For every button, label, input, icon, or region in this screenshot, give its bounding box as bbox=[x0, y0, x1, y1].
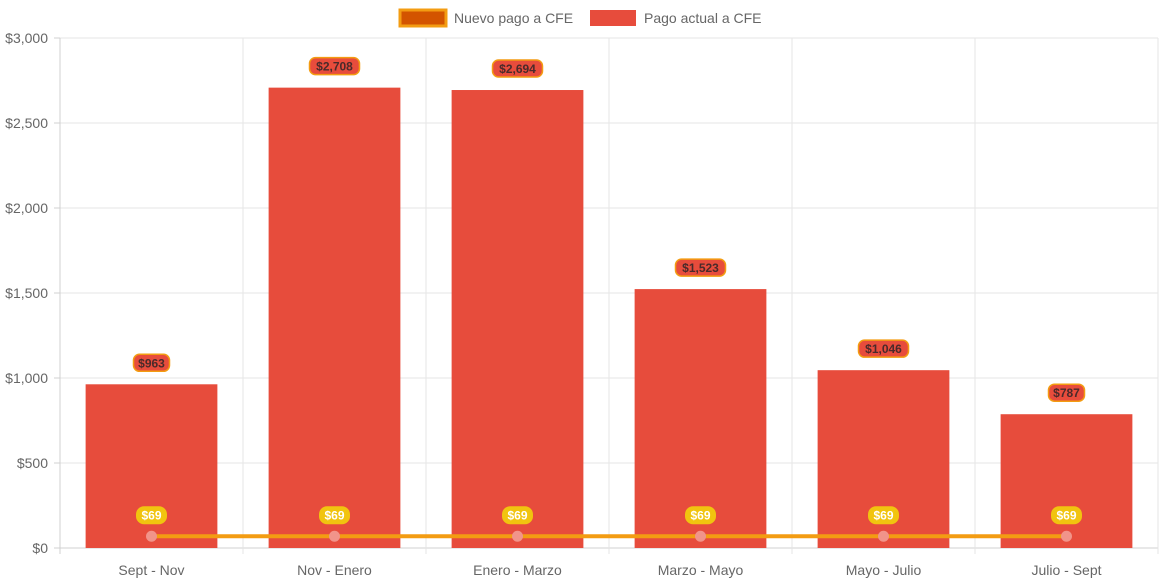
bar-data-label: $1,523 bbox=[682, 261, 719, 275]
bar-data-label: $963 bbox=[138, 356, 165, 370]
line-data-label: $69 bbox=[324, 508, 344, 522]
line-data-label: $69 bbox=[141, 508, 161, 522]
line-point bbox=[878, 530, 889, 542]
line-data-label: $69 bbox=[507, 508, 527, 522]
y-tick-label: $1,500 bbox=[5, 285, 48, 301]
x-tick-label: Enero - Marzo bbox=[473, 562, 562, 578]
bar bbox=[451, 90, 584, 549]
bar bbox=[268, 87, 401, 548]
line-data-label: $69 bbox=[873, 508, 893, 522]
x-tick-label: Mayo - Julio bbox=[846, 562, 922, 578]
line-point bbox=[146, 530, 157, 542]
bar-label-box bbox=[308, 56, 361, 76]
line-label-box bbox=[136, 506, 167, 525]
line-data-labels: $69 $69 $69 $69 $69 $69 bbox=[136, 506, 1082, 525]
legend-label-nuevo-pago[interactable]: Nuevo pago a CFE bbox=[454, 10, 573, 26]
bar bbox=[1000, 414, 1133, 548]
line-point bbox=[329, 530, 340, 542]
legend-label-pago-actual[interactable]: Pago actual a CFE bbox=[644, 10, 762, 26]
bar-label-box bbox=[491, 59, 544, 78]
bar-data-label: $2,694 bbox=[499, 62, 536, 76]
line-point bbox=[1061, 530, 1072, 542]
line-data-label: $69 bbox=[690, 508, 710, 522]
line-label-box bbox=[319, 506, 350, 525]
line-label-box bbox=[868, 506, 899, 525]
line-data-label: $69 bbox=[1056, 508, 1076, 522]
legend: Nuevo pago a CFE Pago actual a CFE bbox=[398, 8, 762, 28]
bar-label-box bbox=[857, 339, 910, 358]
line-label-box bbox=[685, 506, 716, 525]
line-label-box bbox=[502, 506, 533, 525]
legend-swatch-nuevo-pago[interactable] bbox=[398, 8, 448, 28]
y-tick-label: $1,000 bbox=[5, 370, 48, 386]
bar-data-label: $787 bbox=[1053, 386, 1080, 400]
y-tick-label: $500 bbox=[17, 455, 48, 471]
x-tick-label: Marzo - Mayo bbox=[658, 562, 744, 578]
y-axis: $0 $500 $1,000 $1,500 $2,000 $2,500 $3,000 bbox=[5, 30, 60, 556]
bar bbox=[634, 289, 767, 548]
line-label-box bbox=[1051, 506, 1082, 525]
line-series bbox=[146, 530, 1072, 542]
bar-label-box bbox=[674, 258, 727, 277]
x-axis: Sept - Nov Nov - Enero Enero - Marzo Marzo … bbox=[118, 562, 1101, 578]
y-tick-label: $3,000 bbox=[5, 30, 48, 46]
bar-label-box bbox=[1047, 383, 1086, 402]
bar-label-box bbox=[132, 353, 171, 373]
x-tick-label: Sept - Nov bbox=[118, 562, 184, 578]
legend-swatch-pago-actual[interactable] bbox=[590, 10, 636, 26]
x-tick-label: Nov - Enero bbox=[297, 562, 372, 578]
line-point bbox=[695, 530, 706, 542]
bar-data-labels: $963 $2,708 $2,694 $1,523 $1,046 $787 bbox=[132, 56, 1086, 402]
bar-data-label: $1,046 bbox=[865, 342, 902, 356]
x-tick-label: Julio - Sept bbox=[1031, 562, 1101, 578]
bar-data-label: $2,708 bbox=[316, 60, 353, 74]
y-tick-label: $0 bbox=[32, 540, 48, 556]
grid bbox=[59, 37, 1159, 554]
y-tick-label: $2,500 bbox=[5, 115, 48, 131]
line-point bbox=[512, 530, 523, 542]
y-tick-label: $2,000 bbox=[5, 200, 48, 216]
